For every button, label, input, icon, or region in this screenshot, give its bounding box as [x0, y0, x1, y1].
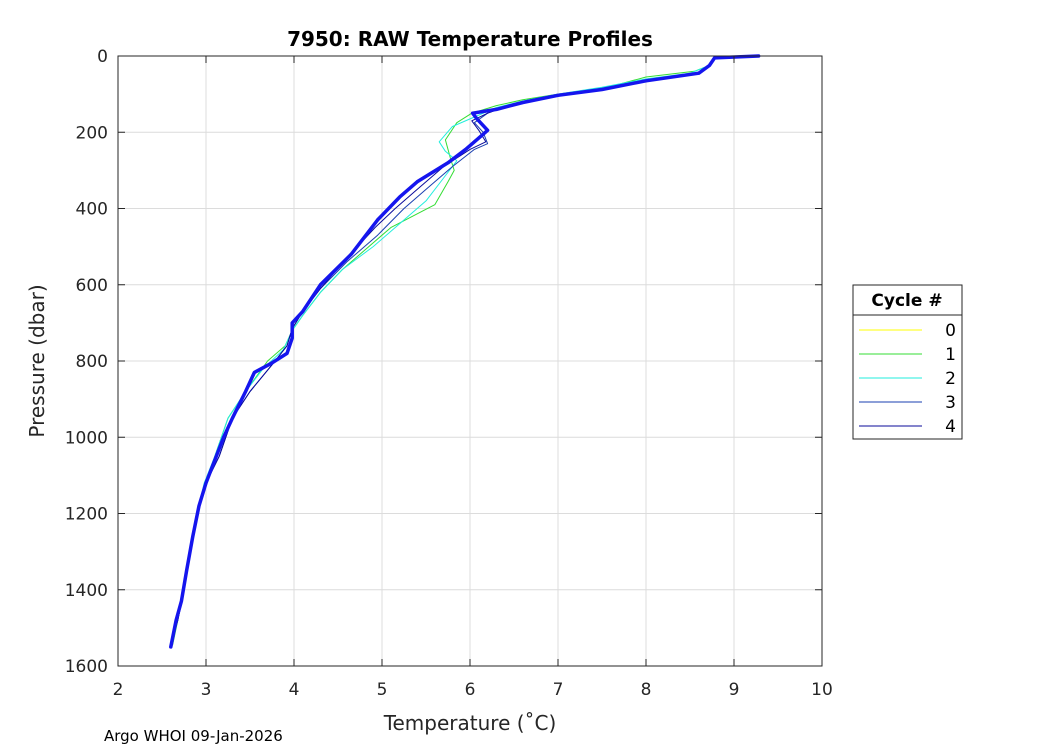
legend-label-cycle-2: 2	[945, 369, 956, 389]
x-tick-label: 9	[729, 680, 740, 700]
y-tick-label: 0	[97, 47, 108, 67]
legend: Cycle # 0 1 2 3 4	[852, 284, 963, 440]
profile-line-current	[169, 54, 761, 649]
legend-title: Cycle #	[871, 291, 942, 311]
x-tick-label: 8	[641, 680, 652, 700]
footer-label: Argo WHOI 09-Jan-2026	[104, 727, 283, 745]
series-group	[169, 54, 761, 649]
legend-label-cycle-3: 3	[945, 393, 956, 413]
grid-lines	[117, 55, 823, 667]
x-tick-label: 10	[811, 680, 833, 700]
y-tick-label: 600	[76, 276, 108, 296]
x-tick-label: 3	[201, 680, 212, 700]
y-tick-label: 1000	[65, 428, 108, 448]
y-tick-label: 200	[76, 123, 108, 143]
y-tick-label: 1400	[65, 581, 108, 601]
legend-title-box	[852, 284, 963, 316]
y-tick-label: 400	[76, 200, 108, 220]
y-axis-title: Pressure (dbar)	[25, 284, 49, 437]
x-tick-label: 4	[289, 680, 300, 700]
y-tick-label: 800	[76, 352, 108, 372]
x-tick-label: 5	[377, 680, 388, 700]
x-tick-labels: 2 3 4 5 6 7 8 9 10	[113, 680, 833, 700]
legend-label-cycle-4: 4	[945, 417, 956, 437]
y-tick-labels: 0 200 400 600 800 1000 1200 1400 1600	[65, 47, 108, 677]
x-tick-label: 6	[465, 680, 476, 700]
legend-entries: 0 1 2 3 4	[859, 321, 956, 437]
x-tick-label: 2	[113, 680, 124, 700]
chart-title: 7950: RAW Temperature Profiles	[287, 27, 653, 51]
legend-entries-box	[852, 314, 963, 440]
y-tick-label: 1200	[65, 505, 108, 525]
tick-marks	[117, 55, 823, 667]
legend-label-cycle-0: 0	[945, 321, 956, 341]
y-tick-label: 1600	[65, 657, 108, 677]
legend-label-cycle-1: 1	[945, 345, 956, 365]
x-axis-title: Temperature (˚C)	[383, 711, 557, 735]
x-tick-label: 7	[553, 680, 564, 700]
